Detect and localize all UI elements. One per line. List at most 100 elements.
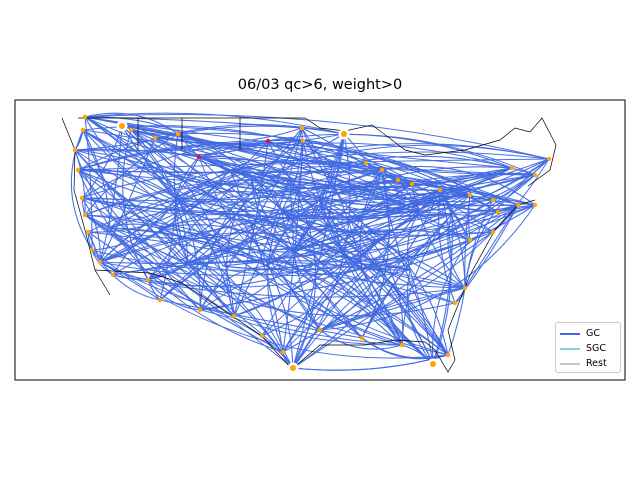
network-edge bbox=[81, 197, 237, 216]
network-node bbox=[299, 125, 305, 131]
network-node bbox=[341, 131, 347, 137]
network-edge bbox=[87, 169, 231, 233]
network-edge bbox=[249, 171, 399, 183]
network-edge bbox=[349, 219, 449, 356]
network-edge bbox=[319, 287, 466, 331]
network-edge bbox=[109, 223, 159, 229]
network-edge bbox=[293, 251, 449, 356]
network-node bbox=[75, 167, 81, 173]
network-edge bbox=[187, 158, 550, 263]
network-node bbox=[231, 313, 237, 319]
network-edge bbox=[319, 199, 449, 356]
legend-swatch bbox=[560, 332, 580, 335]
network-edge bbox=[464, 199, 494, 289]
network-nodes bbox=[72, 114, 552, 374]
network-edge bbox=[99, 125, 123, 263]
west-coast bbox=[61, 117, 111, 296]
network-node bbox=[145, 277, 151, 283]
network-node bbox=[85, 229, 91, 235]
network-edge bbox=[112, 274, 161, 301]
network-edge bbox=[235, 127, 303, 215]
network-edge bbox=[147, 279, 403, 346]
network-node bbox=[119, 123, 125, 129]
network-node bbox=[409, 181, 415, 187]
network-edge bbox=[198, 156, 449, 356]
network-node bbox=[89, 247, 95, 253]
legend-swatch bbox=[560, 347, 580, 350]
network-edge bbox=[361, 267, 403, 346]
network-edge bbox=[229, 169, 536, 196]
network-edge bbox=[74, 129, 84, 151]
network-edge bbox=[431, 239, 471, 365]
network-edge bbox=[235, 213, 494, 236]
network-node bbox=[290, 365, 296, 371]
network-edges bbox=[70, 112, 550, 371]
network-node bbox=[495, 209, 501, 215]
network-node bbox=[157, 297, 163, 303]
network-edge bbox=[198, 142, 536, 176]
network-edge bbox=[74, 149, 295, 253]
network-edge bbox=[84, 114, 550, 160]
network-edge bbox=[199, 213, 453, 311]
network-edge bbox=[147, 133, 345, 281]
network-node bbox=[82, 114, 88, 120]
network-edge bbox=[265, 265, 363, 339]
network-edge bbox=[175, 143, 550, 199]
network-edge bbox=[339, 251, 449, 356]
network-edge bbox=[84, 116, 519, 206]
network-edge bbox=[84, 116, 303, 129]
gulf-coast bbox=[291, 199, 536, 373]
network-edge bbox=[319, 287, 466, 331]
network-edge bbox=[77, 169, 177, 199]
network-edge bbox=[319, 204, 519, 331]
network-edge bbox=[84, 112, 179, 135]
network-node bbox=[445, 352, 451, 358]
network-edge bbox=[281, 209, 453, 233]
network-edge bbox=[293, 229, 471, 253]
network-edge bbox=[361, 213, 453, 339]
network-edge bbox=[175, 156, 200, 199]
network-node bbox=[395, 177, 401, 183]
network-edge bbox=[282, 213, 453, 353]
network-node bbox=[265, 138, 271, 144]
network-node bbox=[490, 197, 496, 203]
network-edge bbox=[82, 129, 413, 194]
network-node bbox=[515, 202, 521, 208]
legend-entry: SGC bbox=[560, 341, 616, 356]
network-edge bbox=[77, 144, 499, 213]
network-node bbox=[152, 135, 158, 141]
network-edge bbox=[349, 189, 441, 221]
network-node bbox=[437, 187, 443, 193]
network-edge bbox=[319, 231, 391, 331]
country-borders bbox=[61, 117, 557, 373]
network-edge bbox=[319, 204, 536, 331]
network-node bbox=[452, 300, 458, 306]
network-node bbox=[546, 156, 552, 162]
us-canada-border bbox=[78, 117, 557, 187]
network-node bbox=[300, 138, 306, 144]
network-node bbox=[197, 307, 203, 313]
network-edge bbox=[84, 112, 345, 135]
network-edge bbox=[84, 214, 403, 346]
network-node bbox=[79, 195, 85, 201]
network-edge bbox=[281, 209, 403, 346]
network-edge bbox=[84, 214, 294, 369]
network-node bbox=[467, 237, 473, 243]
network-edge bbox=[84, 133, 179, 216]
network-node bbox=[72, 147, 78, 153]
network-edge bbox=[411, 183, 466, 289]
network-edge bbox=[199, 309, 294, 369]
legend-label: GC bbox=[586, 328, 600, 339]
network-edge bbox=[82, 125, 494, 233]
legend-entry: GC bbox=[560, 326, 616, 341]
network-edge bbox=[447, 287, 466, 356]
legend-swatch bbox=[560, 362, 580, 365]
network-edge bbox=[77, 169, 159, 229]
network-edge bbox=[99, 251, 341, 264]
network-edge bbox=[177, 132, 494, 201]
network-node bbox=[467, 192, 473, 198]
network-node bbox=[196, 154, 202, 160]
network-edge bbox=[112, 261, 466, 289]
network-node bbox=[532, 172, 538, 178]
